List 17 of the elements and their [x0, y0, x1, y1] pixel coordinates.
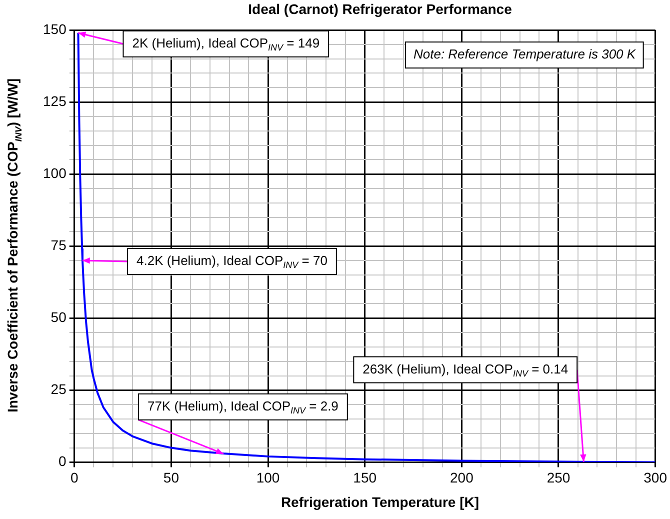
x-tick-label: 100 [256, 469, 280, 486]
y-tick-label: 25 [50, 381, 67, 398]
y-tick-label: 75 [50, 236, 67, 253]
annotation: Note: Reference Temperature is 300 K [413, 46, 637, 62]
x-tick-label: 0 [70, 469, 78, 486]
y-tick-label: 0 [58, 453, 67, 470]
x-tick-label: 150 [353, 469, 377, 486]
x-axis-title: Refrigeration Temperature [K] [280, 494, 480, 510]
chart-title: Ideal (Carnot) Refrigerator Performance [247, 1, 513, 17]
x-tick-label: 50 [163, 469, 180, 486]
y-tick-label: 100 [43, 164, 67, 181]
x-tick-label: 250 [546, 469, 570, 486]
x-tick-label: 200 [450, 469, 474, 486]
y-tick-label: 150 [43, 20, 67, 37]
x-tick-label: 300 [644, 469, 668, 486]
y-tick-label: 125 [43, 92, 67, 109]
y-tick-label: 50 [50, 308, 67, 325]
